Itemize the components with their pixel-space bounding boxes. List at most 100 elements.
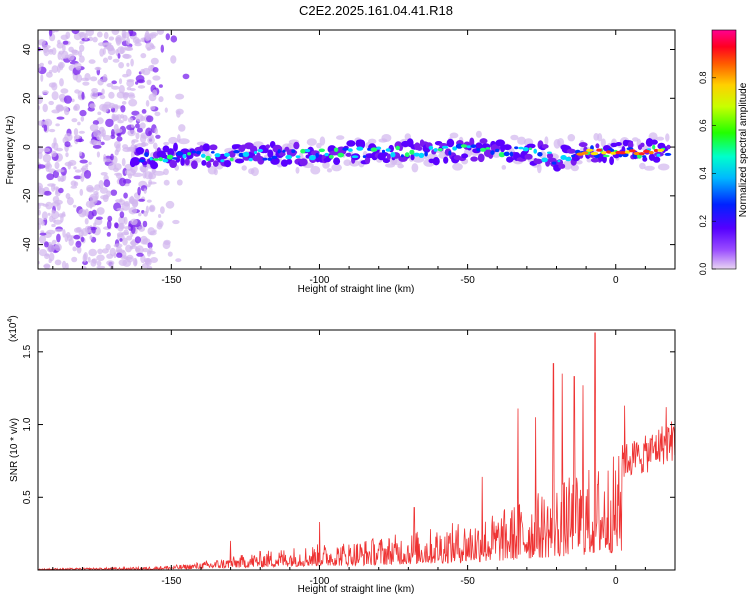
noise-blob — [126, 62, 130, 67]
noise-blob — [73, 128, 79, 136]
noise-blob — [97, 78, 104, 86]
signal-bright-blob — [390, 152, 396, 158]
noise-blob — [131, 140, 136, 145]
noise-blob — [44, 241, 49, 248]
x-tick-label: -100 — [309, 275, 329, 286]
signal-halo-blob — [510, 134, 519, 141]
noise-blob — [145, 127, 153, 137]
signal-halo-blob — [326, 168, 333, 173]
noise-blob — [52, 170, 60, 179]
signal-core-blob — [470, 156, 478, 162]
noise-blob — [71, 30, 80, 35]
noise-blob — [96, 254, 105, 262]
noise-blob — [73, 175, 82, 180]
signal-bright-blob — [257, 148, 264, 153]
spectrogram-y-axis: -40 -20 0 20 40 — [22, 44, 675, 252]
noise-blob — [57, 39, 61, 45]
signal-bright-blob — [315, 152, 319, 158]
noise-blob — [144, 32, 151, 42]
spectrogram-panel: -150 -100 -50 0 -40 -20 0 20 40 Height of strai… — [5, 29, 676, 295]
signal-peak-blob — [633, 151, 641, 156]
noise-blob — [88, 248, 97, 257]
noise-blob — [130, 225, 136, 234]
noise-blob — [74, 169, 82, 173]
signal-core-blob — [184, 157, 190, 166]
noise-blob — [164, 107, 168, 113]
noise-blob — [103, 153, 107, 163]
noise-blob — [89, 193, 98, 203]
noise-blob — [129, 195, 135, 205]
signal-core-blob — [642, 156, 648, 162]
signal-core-blob — [398, 155, 408, 162]
svg-text:(x104): (x104) — [7, 315, 19, 342]
signal-core-blob — [299, 158, 308, 166]
signal-halo-blob — [381, 134, 392, 142]
signal-bright-blob — [400, 154, 404, 158]
signal-bright-blob — [333, 147, 339, 153]
noise-blob — [92, 36, 98, 43]
noise-blob — [101, 88, 105, 95]
signal-bright-blob — [144, 152, 149, 157]
noise-blob — [78, 55, 85, 63]
noise-blob — [119, 238, 123, 242]
noise-blob — [63, 95, 72, 104]
signal-core-blob — [502, 144, 512, 151]
signal-bright-blob — [418, 152, 425, 158]
noise-blob — [96, 207, 105, 215]
signal-halo-blob — [177, 138, 190, 145]
noise-blob — [157, 220, 164, 228]
noise-blob — [139, 235, 148, 245]
y-tick-label: -20 — [22, 188, 33, 203]
noise-blob — [100, 172, 108, 176]
signal-bright-blob — [229, 157, 234, 162]
noise-blob — [93, 190, 99, 196]
signal-bright-blob — [187, 152, 192, 156]
noise-blob — [78, 208, 87, 218]
signal-halo-blob — [336, 135, 345, 140]
noise-blob — [91, 209, 97, 217]
signal-bright-blob — [362, 155, 367, 159]
noise-blob — [51, 210, 60, 220]
noise-blob — [121, 101, 127, 105]
noise-blob — [78, 229, 84, 237]
noise-blob — [47, 212, 51, 216]
signal-bright-blob — [182, 154, 187, 159]
noise-blob — [130, 150, 135, 159]
noise-blob — [126, 37, 130, 46]
noise-blob — [64, 161, 74, 167]
signal-halo-blob — [132, 172, 143, 177]
noise-blob — [150, 257, 158, 263]
signal-peak-blob — [657, 148, 664, 152]
noise-blob — [150, 57, 159, 65]
signal-bright-blob — [253, 150, 258, 155]
y-tick-label: 0 — [22, 144, 33, 150]
noise-blob — [96, 265, 106, 269]
signal-core-blob — [364, 156, 371, 165]
noise-blob — [146, 199, 152, 203]
signal-bright-blob — [347, 148, 353, 152]
signal-core-blob — [257, 156, 265, 165]
signal-core-blob — [398, 144, 403, 151]
noise-blob — [140, 37, 145, 42]
noise-blob — [47, 60, 53, 65]
signal-bright-blob — [642, 155, 647, 158]
signal-bright-blob — [308, 155, 316, 161]
snr-x-axis: -150 -100 -50 0 — [52, 330, 676, 587]
signal-halo-blob — [639, 162, 646, 170]
noise-blob — [44, 164, 50, 169]
noise-blob — [128, 98, 138, 107]
noise-blob — [75, 74, 83, 83]
signal-core-blob — [615, 142, 622, 146]
noise-blob — [61, 260, 67, 269]
spectrogram-x-axis: -150 -100 -50 0 — [52, 30, 676, 286]
noise-blob — [73, 105, 78, 111]
noise-blob — [53, 219, 62, 225]
noise-blob — [158, 96, 164, 103]
noise-blob — [73, 134, 81, 140]
noise-blob — [167, 251, 173, 257]
noise-blob — [117, 223, 124, 232]
spectrogram-plot-area — [38, 30, 672, 269]
noise-blob — [38, 164, 46, 169]
snr-multiplier-close: ) — [8, 315, 19, 318]
noise-blob — [41, 188, 45, 195]
